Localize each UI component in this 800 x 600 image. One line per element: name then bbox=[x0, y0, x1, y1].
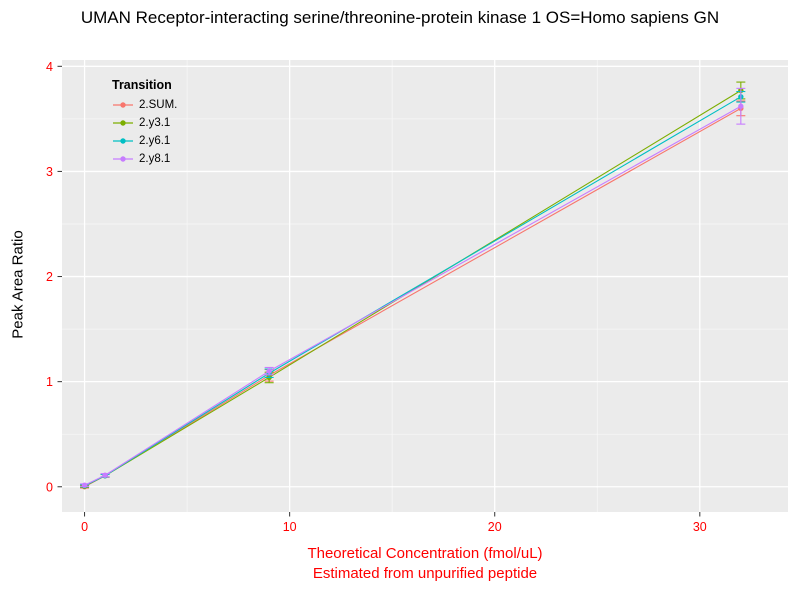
x-tick-label: 0 bbox=[81, 520, 88, 534]
data-point bbox=[81, 482, 88, 488]
legend-entry-label: 2.y3.1 bbox=[139, 117, 171, 129]
legend: Transition 2.SUM. 2.y3.1 2.y6.1 2.y8.1 bbox=[112, 78, 177, 168]
legend-entry-label: 2.y6.1 bbox=[139, 135, 171, 147]
legend-entry-label: 2.SUM. bbox=[139, 99, 178, 111]
grid-major bbox=[62, 60, 788, 512]
y-tick-label: 4 bbox=[46, 60, 53, 74]
y-axis-label: Peak Area Ratio bbox=[9, 230, 27, 339]
x-tick-label: 10 bbox=[283, 520, 297, 534]
series-line bbox=[84, 105, 742, 486]
y-tick-label: 2 bbox=[46, 270, 53, 284]
y-tick-label: 0 bbox=[46, 480, 53, 494]
legend-entry: 2.y8.1 bbox=[112, 150, 177, 168]
grid-minor bbox=[62, 60, 788, 512]
x-axis-label-line1: Theoretical Concentration (fmol/uL) bbox=[307, 545, 543, 562]
x-tick-label: 30 bbox=[693, 520, 707, 534]
data-point bbox=[738, 103, 744, 109]
legend-key-icon bbox=[113, 156, 133, 162]
chart-title: UMAN Receptor-interacting serine/threoni… bbox=[0, 8, 800, 34]
x-axis-label: Theoretical Concentration (fmol/uL) Esti… bbox=[62, 544, 788, 584]
legend-key-icon bbox=[113, 138, 133, 144]
legend-items: 2.SUM. 2.y3.1 2.y6.1 2.y8.1 bbox=[112, 96, 177, 168]
data-point bbox=[102, 472, 108, 478]
axis-ticks bbox=[57, 65, 701, 517]
y-tick-label: 1 bbox=[46, 375, 53, 389]
axis-tick-labels: 0 10 20 30 0 1 2 3 4 bbox=[46, 60, 707, 534]
legend-title: Transition bbox=[112, 78, 172, 92]
x-axis-label-line2: Estimated from unpurified peptide bbox=[312, 565, 538, 582]
legend-key-icon bbox=[113, 102, 133, 108]
legend-entry: 2.SUM. bbox=[112, 96, 177, 114]
series-2.y8.1 bbox=[80, 87, 746, 488]
chart-title-text: UMAN Receptor-interacting serine/threoni… bbox=[80, 8, 720, 27]
legend-entry: 2.y3.1 bbox=[112, 114, 177, 132]
legend-key-icon bbox=[113, 120, 133, 126]
x-tick-label: 20 bbox=[488, 520, 502, 534]
legend-entry: 2.y6.1 bbox=[112, 132, 177, 150]
legend-entry-label: 2.y8.1 bbox=[139, 153, 171, 165]
data-point bbox=[266, 368, 272, 374]
y-tick-label: 3 bbox=[46, 165, 53, 179]
